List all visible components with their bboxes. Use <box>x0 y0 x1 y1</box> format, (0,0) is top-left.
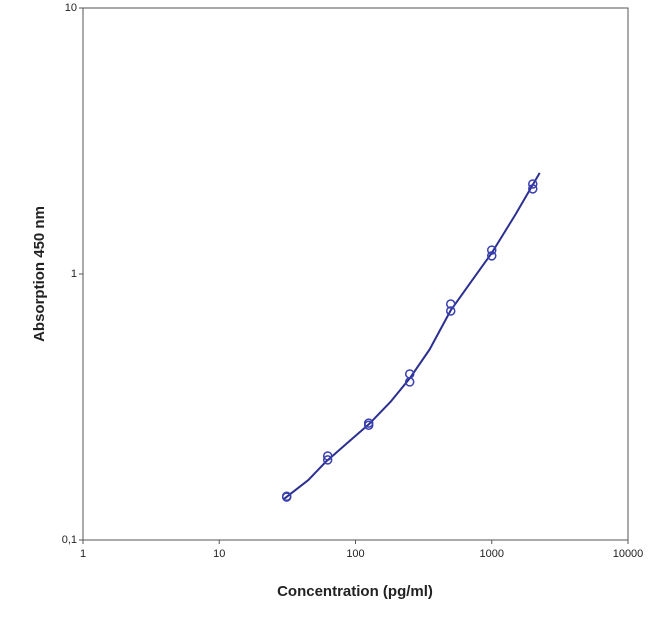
y-tick-label: 1 <box>71 268 77 280</box>
data-point <box>281 492 292 502</box>
data-point <box>528 179 538 189</box>
fit-curve <box>283 172 541 500</box>
data-point <box>404 377 415 387</box>
data-point <box>487 245 497 255</box>
x-tick-label: 100 <box>346 548 364 560</box>
data-point <box>487 251 497 261</box>
x-axis-title: Concentration (pg/ml) <box>277 583 433 600</box>
plot-frame <box>82 7 629 541</box>
x-tick-label: 1 <box>80 548 86 560</box>
data-point <box>363 420 374 431</box>
data-point <box>445 306 456 316</box>
y-tick-label: 0,1 <box>62 534 77 546</box>
data-point <box>322 451 333 461</box>
data-point <box>528 184 538 194</box>
y-axis-title: Absorption 450 nm <box>31 206 48 342</box>
x-tick-label: 10000 <box>613 548 644 560</box>
x-tick-label: 10 <box>213 548 225 560</box>
x-tick-label: 1000 <box>480 548 504 560</box>
data-point <box>445 299 456 309</box>
data-point <box>322 455 333 465</box>
y-tick-label: 10 <box>65 2 77 14</box>
